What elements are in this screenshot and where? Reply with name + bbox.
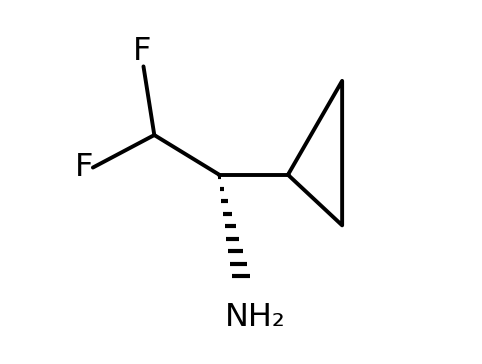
Text: F: F — [133, 36, 151, 67]
Text: NH₂: NH₂ — [225, 302, 286, 333]
Text: F: F — [75, 152, 93, 183]
